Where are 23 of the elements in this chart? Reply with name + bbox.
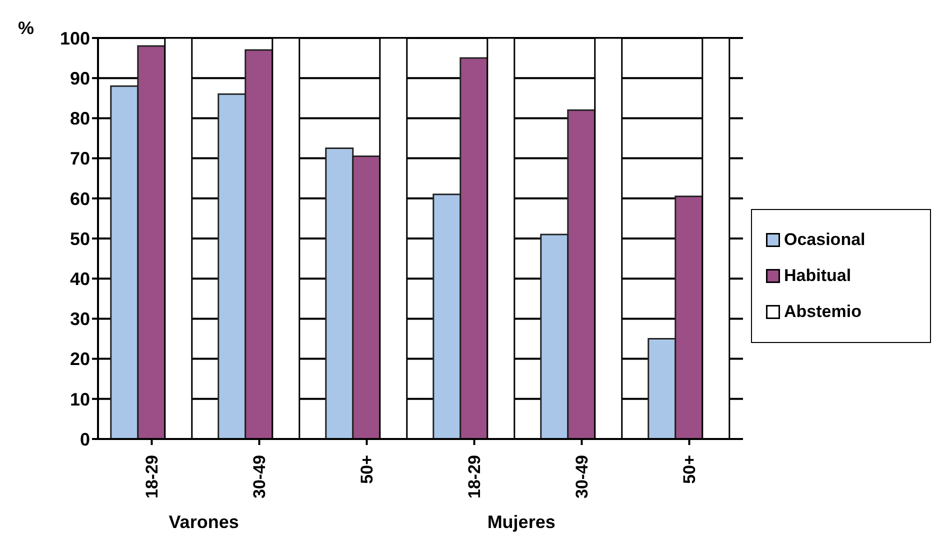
legend-label: Abstemio	[784, 302, 862, 322]
y-tick-label: 10	[70, 389, 90, 410]
legend-label: Ocasional	[784, 230, 866, 250]
y-tick-label: 30	[70, 309, 90, 330]
x-tick-label: 18-29	[464, 455, 484, 498]
y-tick-label: 0	[80, 429, 90, 450]
y-tick-label: 70	[70, 148, 90, 169]
x-tick-label: 30-49	[572, 455, 592, 498]
y-tick-label: 40	[70, 268, 90, 289]
y-tick-label: 80	[70, 108, 90, 129]
x-tick-label: 30-49	[250, 455, 269, 498]
y-tick-label: 60	[70, 188, 90, 209]
text: Varones	[168, 512, 240, 533]
x-tick-label: 50+	[680, 454, 699, 484]
text: Mujeres	[486, 512, 556, 533]
y-tick-label: 20	[70, 349, 90, 370]
x-tick-label: 18-29	[142, 455, 162, 498]
x-tick-label: 50+	[357, 454, 376, 484]
y-tick-label: 100	[60, 28, 90, 48]
y-axis-title: %	[18, 18, 34, 39]
legend-label: Habitual	[784, 266, 852, 286]
y-tick-label: 50	[70, 228, 90, 249]
y-tick-label: 90	[70, 68, 90, 88]
